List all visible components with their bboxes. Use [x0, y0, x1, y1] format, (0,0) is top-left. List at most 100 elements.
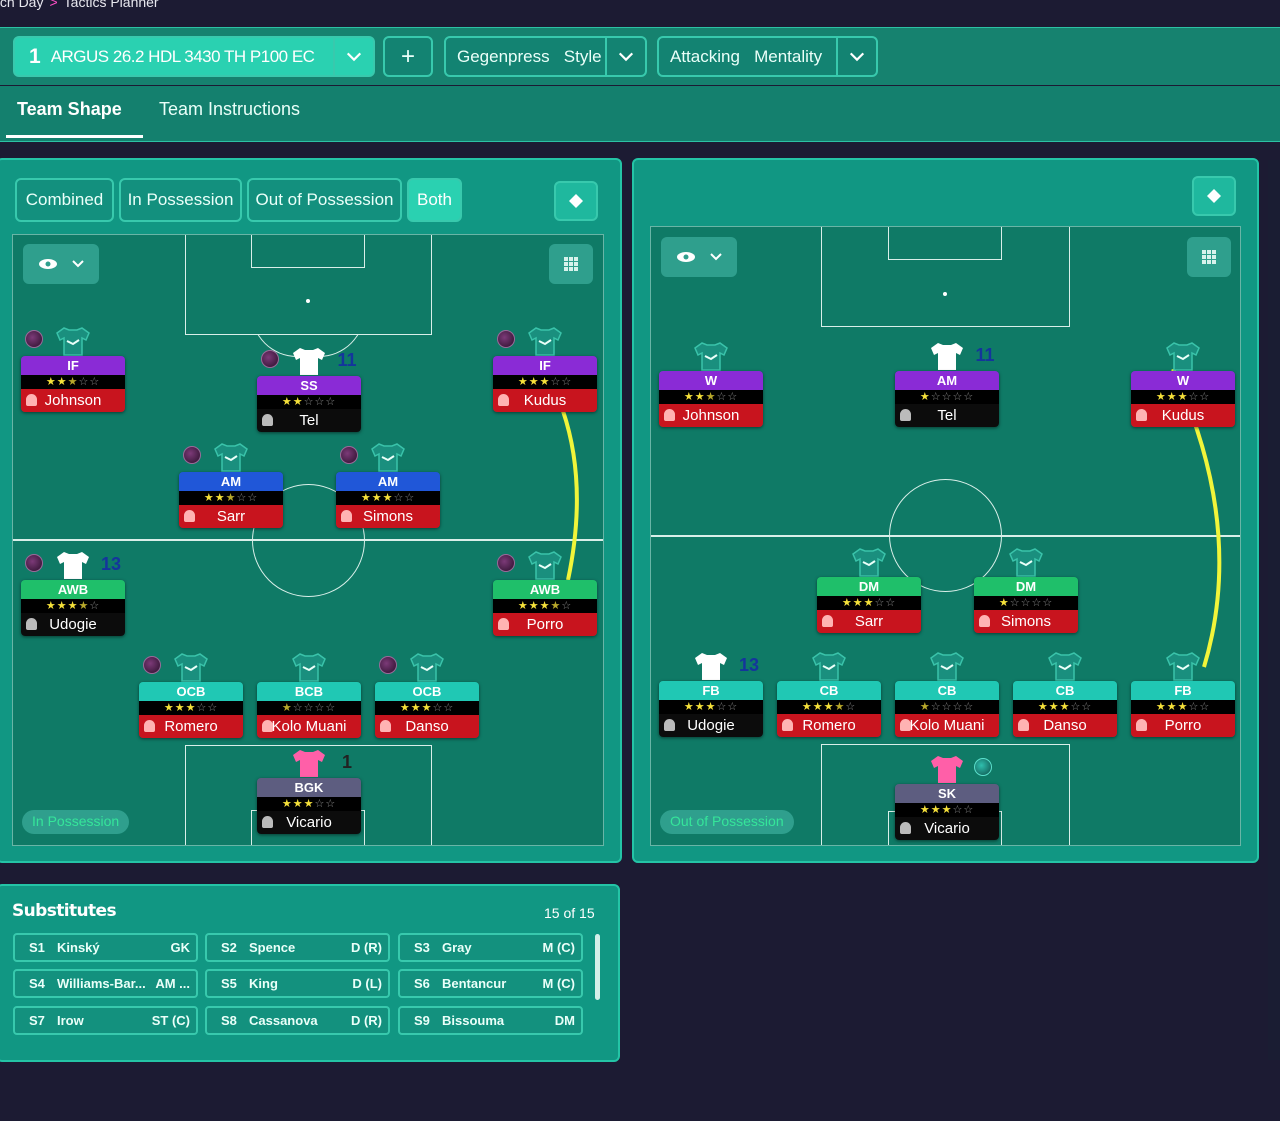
- chevron-down-icon[interactable]: [333, 38, 373, 75]
- person-icon: [1136, 409, 1147, 421]
- substitute-item[interactable]: S7 Irow ST (C): [13, 1006, 198, 1035]
- player-name-text: Romero: [164, 718, 218, 735]
- player-card[interactable]: W ★★★☆☆ Johnson: [659, 371, 763, 427]
- player-name: Udogie: [659, 714, 763, 737]
- shirt-icon: 11: [928, 341, 995, 371]
- player-instruction-orb[interactable]: [340, 446, 358, 464]
- formation-selector[interactable]: 1 ARGUS 26.2 HDL 3430 TH P100 EC: [13, 36, 375, 77]
- person-icon: [979, 615, 990, 627]
- grid-icon[interactable]: [549, 244, 593, 284]
- shirt-icon: [526, 326, 564, 356]
- player-card[interactable]: DM ★☆☆☆☆ Simons: [974, 577, 1078, 633]
- chevron-down-icon[interactable]: [605, 38, 645, 75]
- player-card[interactable]: SS ★★☆☆☆ Tel: [257, 376, 361, 432]
- player-card[interactable]: DM ★★★☆☆ Sarr: [817, 577, 921, 633]
- view-combined-button[interactable]: Combined: [15, 178, 114, 222]
- person-icon: [664, 409, 675, 421]
- substitute-item[interactable]: S6 Bentancur M (C): [398, 969, 583, 998]
- player-instruction-orb[interactable]: [143, 656, 161, 674]
- substitute-item[interactable]: S2 Spence D (R): [205, 933, 390, 962]
- player-card[interactable]: BCB ★☆☆☆☆ Kolo Muani: [257, 682, 361, 738]
- view-in-possession-button[interactable]: In Possession: [119, 178, 242, 222]
- mentality-value: Attacking: [670, 46, 740, 66]
- style-selector[interactable]: Gegenpress Style: [444, 36, 647, 77]
- mentality-selector[interactable]: Attacking Mentality: [657, 36, 878, 77]
- star-rating: ★★★★☆: [21, 599, 125, 613]
- penalty-spot: [943, 292, 947, 296]
- player-card[interactable]: OCB ★★★☆☆ Romero: [139, 682, 243, 738]
- player-card[interactable]: AWB ★★★★☆ Udogie: [21, 580, 125, 636]
- player-instruction-orb[interactable]: [379, 656, 397, 674]
- player-role: IF: [493, 356, 597, 375]
- player-card[interactable]: FB ★★★☆☆ Udogie: [659, 681, 763, 737]
- player-card[interactable]: IF ★★★☆☆ Kudus: [493, 356, 597, 412]
- player-card[interactable]: BGK ★★★☆☆ Vicario: [257, 778, 361, 834]
- player-instruction-orb[interactable]: [183, 446, 201, 464]
- substitute-item[interactable]: S8 Cassanova D (R): [205, 1006, 390, 1035]
- movement-arrow: [561, 410, 579, 581]
- player-name-text: Danso: [1043, 717, 1087, 734]
- star-rating: ★☆☆☆☆: [257, 701, 361, 715]
- shirt-icon: [850, 547, 888, 577]
- substitute-code: S6: [414, 976, 430, 991]
- player-name: Danso: [1013, 714, 1117, 737]
- shirt-icon: [692, 341, 730, 371]
- view-out-of-possession-button[interactable]: Out of Possession: [247, 178, 402, 222]
- tactics-tabs: Team Shape Team Instructions: [0, 86, 1280, 142]
- player-role: DM: [974, 577, 1078, 596]
- player-instruction-orb[interactable]: [25, 554, 43, 572]
- player-instruction-orb[interactable]: [261, 350, 279, 368]
- diamond-icon[interactable]: [1192, 176, 1236, 216]
- player-card[interactable]: IF ★★★☆☆ Johnson: [21, 356, 125, 412]
- player-card[interactable]: SK ★★★☆☆ Vicario: [895, 784, 999, 840]
- star-rating: ★★★☆☆: [375, 701, 479, 715]
- player-card[interactable]: AWB ★★★★☆ Porro: [493, 580, 597, 636]
- grid-icon[interactable]: [1187, 237, 1231, 277]
- player-card[interactable]: CB ★★★★☆ Romero: [777, 681, 881, 737]
- add-tactic-button[interactable]: +: [383, 36, 433, 77]
- person-icon: [498, 618, 509, 630]
- shirt-icon: [290, 652, 328, 682]
- player-instruction-orb[interactable]: [497, 330, 515, 348]
- player-instruction-orb[interactable]: [497, 554, 515, 572]
- player-card[interactable]: FB ★★★☆☆ Porro: [1131, 681, 1235, 737]
- player-card[interactable]: AM ★★★☆☆ Simons: [336, 472, 440, 528]
- breadcrumb-chevron-icon: >: [49, 0, 58, 10]
- player-card[interactable]: AM ★★★☆☆ Sarr: [179, 472, 283, 528]
- substitute-position: DM: [554, 1013, 575, 1028]
- shirt-number: 1: [341, 752, 352, 772]
- player-card[interactable]: CB ★☆☆☆☆ Kolo Muani: [895, 681, 999, 737]
- player-name-text: Danso: [405, 718, 449, 735]
- shirt-icon: 1: [928, 754, 990, 784]
- substitute-position: GK: [170, 940, 191, 955]
- substitute-item[interactable]: S3 Gray M (C): [398, 933, 583, 962]
- person-icon: [262, 720, 273, 732]
- player-card[interactable]: OCB ★★★☆☆ Danso: [375, 682, 479, 738]
- substitute-item[interactable]: S4 Williams-Bar... AM ...: [13, 969, 198, 998]
- substitute-item[interactable]: S1 Kinský GK: [13, 933, 198, 962]
- player-card[interactable]: W ★★★☆☆ Kudus: [1131, 371, 1235, 427]
- player-name: Udogie: [21, 613, 125, 636]
- diamond-icon[interactable]: [554, 181, 598, 221]
- breadcrumb-parent[interactable]: tch Day: [0, 0, 44, 10]
- substitute-position: ST (C): [151, 1013, 190, 1028]
- person-icon: [26, 618, 37, 630]
- visibility-dropdown[interactable]: [661, 237, 737, 277]
- tab-team-instructions[interactable]: Team Instructions: [159, 99, 301, 119]
- star-rating: ★★★☆☆: [659, 390, 763, 404]
- substitutes-scrollbar[interactable]: [595, 934, 600, 1000]
- substitute-item[interactable]: S9 Bissouma DM: [398, 1006, 583, 1035]
- visibility-dropdown[interactable]: [23, 244, 99, 284]
- player-card[interactable]: AM ★☆☆☆☆ Tel: [895, 371, 999, 427]
- player-card[interactable]: CB ★★★☆☆ Danso: [1013, 681, 1117, 737]
- shirt-icon: [928, 651, 966, 681]
- player-instruction-orb[interactable]: [974, 758, 992, 776]
- view-both-button[interactable]: Both: [407, 178, 462, 222]
- tab-team-shape[interactable]: Team Shape: [17, 99, 122, 119]
- star-rating: ★☆☆☆☆: [895, 390, 999, 404]
- substitute-item[interactable]: S5 King D (L): [205, 969, 390, 998]
- player-instruction-orb[interactable]: [25, 330, 43, 348]
- active-tab-indicator: [6, 135, 143, 138]
- player-name-text: Johnson: [44, 392, 102, 409]
- chevron-down-icon[interactable]: [836, 38, 876, 75]
